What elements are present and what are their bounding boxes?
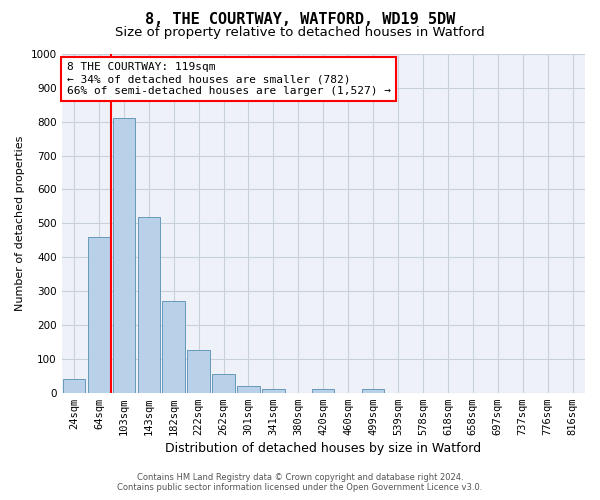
Bar [237,386,260,392]
Y-axis label: Number of detached properties: Number of detached properties [15,136,25,311]
Text: 8 THE COURTWAY: 119sqm
← 34% of detached houses are smaller (782)
66% of semi-de: 8 THE COURTWAY: 119sqm ← 34% of detached… [67,62,391,96]
Bar [113,118,135,392]
Bar [137,216,160,392]
Bar [212,374,235,392]
Text: Contains HM Land Registry data © Crown copyright and database right 2024.
Contai: Contains HM Land Registry data © Crown c… [118,473,482,492]
Bar [187,350,210,393]
Bar [362,390,385,392]
Bar [262,388,284,392]
Bar [312,390,334,392]
Bar [63,379,85,392]
Text: 8, THE COURTWAY, WATFORD, WD19 5DW: 8, THE COURTWAY, WATFORD, WD19 5DW [145,12,455,28]
Bar [163,301,185,392]
Text: Size of property relative to detached houses in Watford: Size of property relative to detached ho… [115,26,485,39]
X-axis label: Distribution of detached houses by size in Watford: Distribution of detached houses by size … [165,442,481,455]
Bar [88,237,110,392]
